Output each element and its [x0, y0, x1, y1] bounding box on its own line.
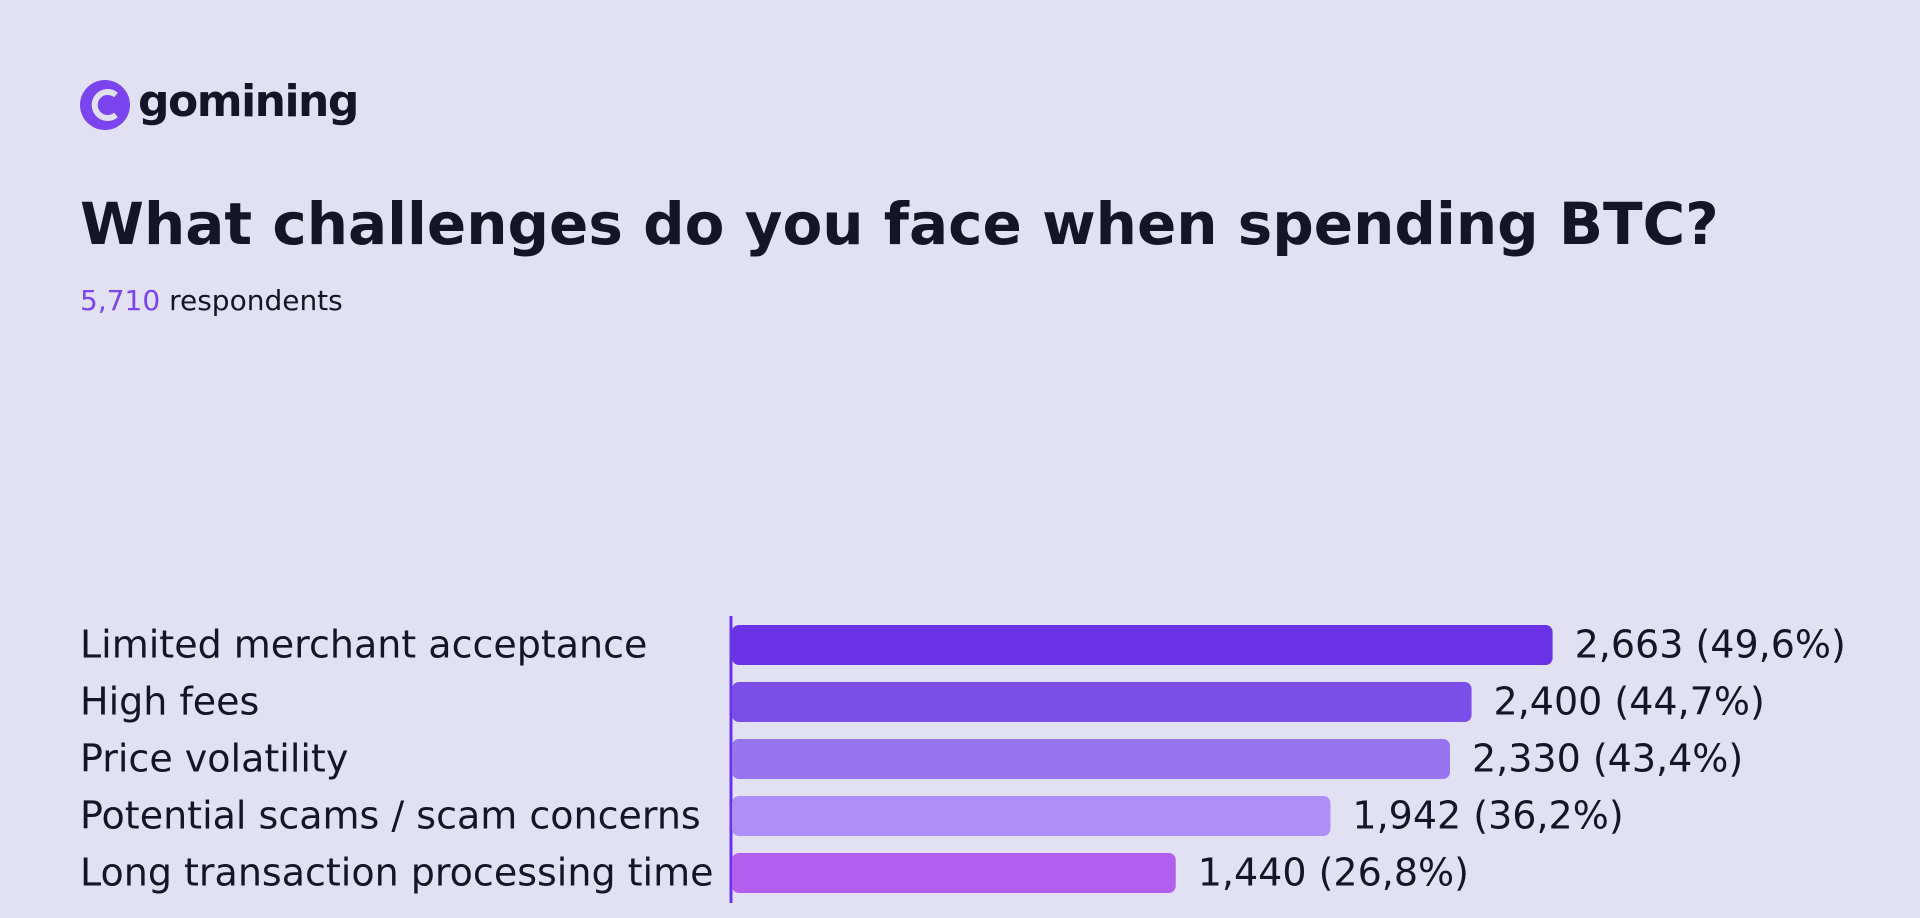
- category-label: High fees: [80, 680, 259, 724]
- value-label: 1,942 (36,2%): [1352, 794, 1623, 838]
- bar: [732, 739, 1450, 779]
- value-label: 2,400 (44,7%): [1494, 680, 1765, 724]
- category-label: Potential scams / scam concerns: [80, 794, 701, 838]
- category-label: Long transaction processing time: [80, 851, 714, 895]
- logo-mark: [91, 89, 118, 121]
- value-label: 2,663 (49,6%): [1575, 623, 1846, 667]
- chart-title: What challenges do you face when spendin…: [80, 190, 1719, 258]
- bar: [732, 682, 1472, 722]
- respondent-count: 5,710: [80, 284, 160, 317]
- value-label: 1,440 (26,8%): [1198, 851, 1469, 895]
- bar: [732, 796, 1331, 836]
- bar: [732, 853, 1176, 893]
- bar: [732, 625, 1553, 665]
- category-label: Limited merchant acceptance: [80, 623, 647, 667]
- respondent-text: respondents: [169, 284, 343, 317]
- subtitle: 5,710 respondents: [80, 284, 343, 317]
- value-label: 2,330 (43,4%): [1472, 737, 1743, 781]
- category-label: Price volatility: [80, 737, 348, 781]
- brand-name: gomining: [138, 76, 358, 127]
- logo: gomining: [80, 76, 359, 130]
- logo-icon: [80, 80, 130, 130]
